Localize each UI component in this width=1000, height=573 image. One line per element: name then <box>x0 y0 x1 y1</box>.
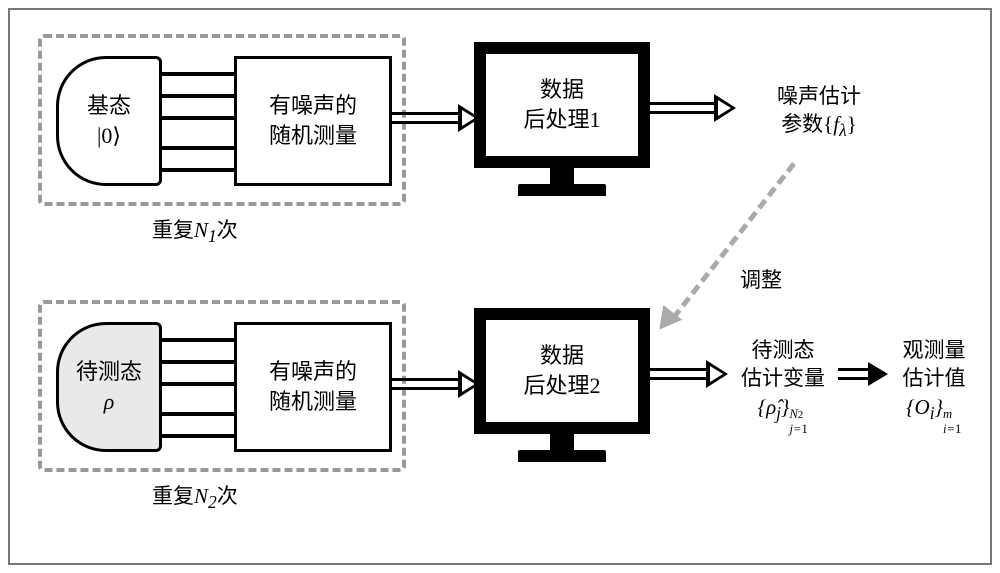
top-wire <box>162 94 234 98</box>
adjust-label-text: 调整 <box>740 268 782 292</box>
top-state-box: 基态 |0⟩ <box>56 56 162 186</box>
top-repeat-var: N <box>194 218 208 242</box>
bottom-state-box: 待测态 ρ <box>56 322 162 452</box>
top-output-line1: 噪声估计 <box>777 84 861 108</box>
top-repeat-sub: 1 <box>208 226 217 246</box>
top-repeat-prefix: 重复 <box>152 218 194 242</box>
bottom-output1-line2: 估计变量 <box>741 366 825 390</box>
bottom-monitor-text: 数据后处理2 <box>523 341 600 400</box>
top-wire <box>162 146 234 150</box>
top-wire <box>162 116 234 120</box>
bottom-monitor: 数据后处理2 <box>474 308 650 476</box>
bottom-repeat-prefix: 重复 <box>152 484 194 508</box>
bottom-measure-box: 有噪声的随机测量 <box>234 322 392 452</box>
bottom-output2-line2: 估计值 <box>903 366 966 390</box>
bottom-output1: 待测态 估计变量 {ρ̂j}N2j=1 <box>728 336 838 426</box>
bottom-wire <box>162 360 234 364</box>
top-out-bus <box>650 102 718 114</box>
bottom-output1-line1: 待测态 <box>752 338 815 362</box>
top-measure-text: 有噪声的随机测量 <box>269 91 357 150</box>
top-wire <box>162 72 234 76</box>
bottom-wire <box>162 382 234 386</box>
bottom-wire <box>162 412 234 416</box>
top-monitor-screen: 数据后处理1 <box>474 42 650 168</box>
top-bus <box>392 112 462 124</box>
adjust-label: 调整 <box>740 266 782 294</box>
bottom-repeat-var: N <box>194 484 208 508</box>
bottom-out-arrow <box>706 360 728 388</box>
top-measure-box: 有噪声的随机测量 <box>234 56 392 186</box>
bottom-output2-math: {Oi}mi=1 <box>906 395 962 419</box>
bottom-state-line2: ρ <box>104 387 115 417</box>
bottom-monitor-screen: 数据后处理2 <box>474 308 650 434</box>
bottom-out-bus <box>650 368 710 380</box>
bottom-output2-line1: 观测量 <box>903 338 966 362</box>
adjust-arrow <box>666 162 826 332</box>
top-monitor: 数据后处理1 <box>474 42 650 210</box>
bottom-measure-text: 有噪声的随机测量 <box>269 357 357 416</box>
bottom-output1-math: {ρ̂j}N2j=1 <box>758 395 809 419</box>
top-state-line1: 基态 <box>87 91 131 121</box>
top-out-arrow <box>714 94 736 122</box>
top-monitor-base <box>518 184 606 196</box>
bottom-wire <box>162 338 234 342</box>
bottom-state-line1: 待测态 <box>76 357 142 387</box>
bottom-repeat-sub: 2 <box>208 492 217 512</box>
top-repeat-label: 重复N1次 <box>152 216 238 249</box>
top-wire <box>162 168 234 172</box>
bottom-bus <box>392 378 462 390</box>
bottom-wire <box>162 434 234 438</box>
top-monitor-neck <box>550 168 574 184</box>
bottom-monitor-base <box>518 450 606 462</box>
top-repeat-suffix: 次 <box>217 218 238 242</box>
top-state-line2: |0⟩ <box>97 121 121 151</box>
top-output-line2: 参数{fλ} <box>781 112 857 136</box>
top-monitor-text: 数据后处理1 <box>523 75 600 134</box>
bottom-repeat-suffix: 次 <box>217 484 238 508</box>
adjust-arrow-line <box>671 162 796 320</box>
top-output-label: 噪声估计 参数{fλ} <box>744 82 894 143</box>
bottom-repeat-label: 重复N2次 <box>152 482 238 515</box>
bottom-monitor-neck <box>550 434 574 450</box>
bottom-output2: 观测量 估计值 {Oi}mi=1 <box>884 336 984 426</box>
